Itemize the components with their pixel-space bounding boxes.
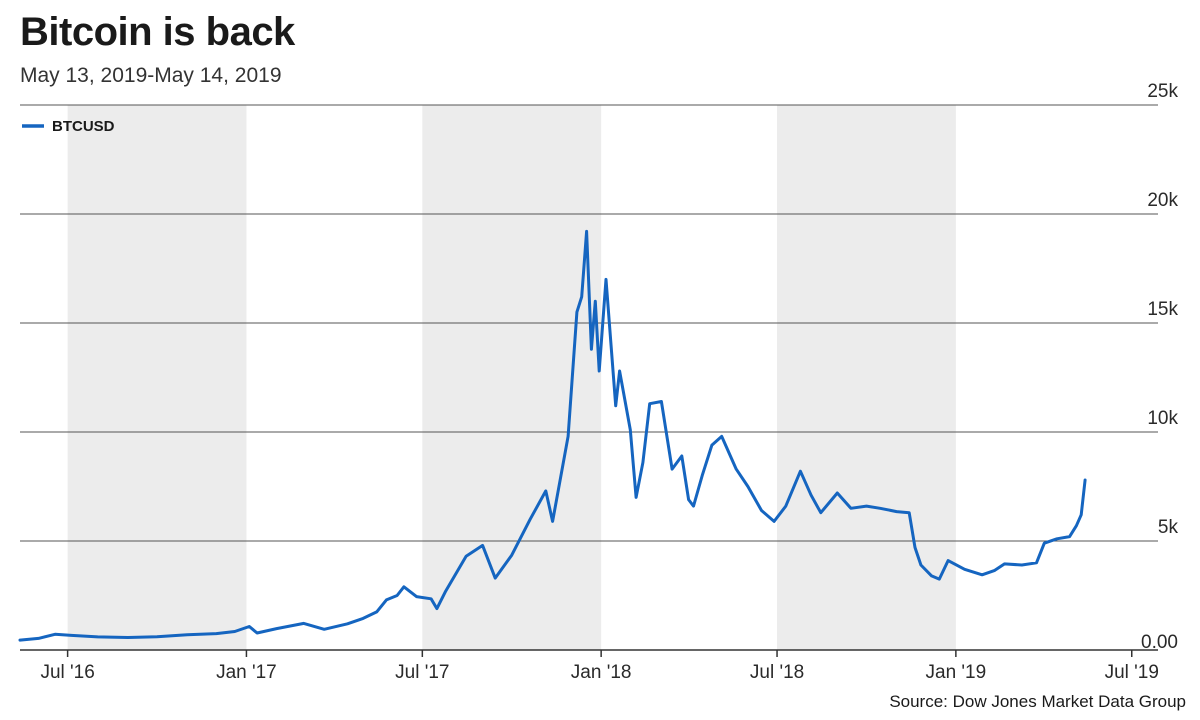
x-axis: Jul '16 Jan '17 Jul '17 Jan '18 Jul '18 Jan '… <box>20 649 1159 683</box>
source-note: Source: Dow Jones Market Data Group <box>889 692 1186 711</box>
gridlines <box>20 104 1158 542</box>
shaded-bands <box>67 105 956 650</box>
y-axis-ticks: 0.00 5k 10k 15k 20k 25k <box>1141 81 1178 653</box>
x-tick-label: Jul '18 <box>750 662 804 683</box>
shaded-band <box>777 105 956 650</box>
shaded-band <box>422 105 602 650</box>
x-tick-label: Jul '17 <box>395 662 449 683</box>
x-tick-label: Jan '18 <box>571 662 632 683</box>
y-tick-label: 25k <box>1147 81 1178 102</box>
chart-title: Bitcoin is back <box>20 10 295 54</box>
series-lines <box>18 229 1087 642</box>
legend-label: BTCUSD <box>52 118 115 135</box>
y-tick-label: 15k <box>1147 299 1178 320</box>
legend: BTCUSD <box>22 118 115 135</box>
x-tick-label: Jan '17 <box>216 662 277 683</box>
series-line-btcusd <box>18 229 1087 642</box>
chart-subtitle: May 13, 2019-May 14, 2019 <box>20 64 282 87</box>
x-tick-label: Jan '19 <box>926 662 987 683</box>
x-tick-label: Jul '16 <box>40 662 94 683</box>
y-tick-label: 0.00 <box>1141 632 1178 653</box>
x-tick-label: Jul '19 <box>1105 662 1159 683</box>
y-tick-label: 5k <box>1158 517 1179 538</box>
shaded-band <box>67 105 247 650</box>
y-tick-label: 10k <box>1147 408 1178 429</box>
y-tick-label: 20k <box>1147 190 1178 211</box>
